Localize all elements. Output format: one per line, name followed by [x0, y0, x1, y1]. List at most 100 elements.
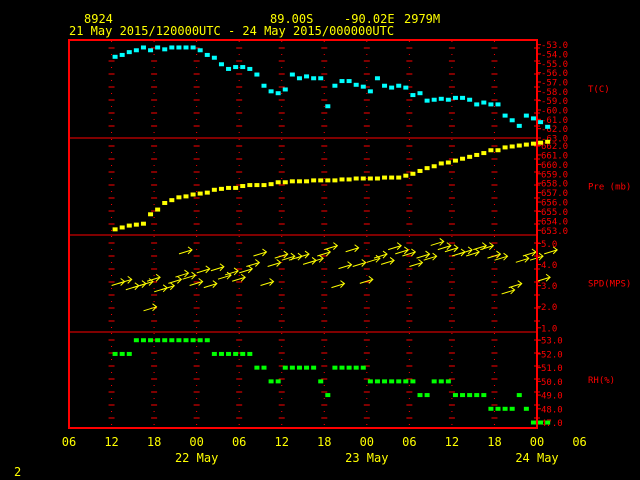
humidity-point — [254, 365, 260, 370]
y-tick-label: 47.0 — [541, 419, 563, 429]
humidity-point — [304, 365, 310, 370]
wind-arrow-head — [510, 286, 516, 295]
wind-arrow-head — [226, 271, 232, 280]
page-number: 2 — [14, 465, 22, 479]
wind-arrow-shaft — [338, 264, 352, 270]
y-tick-label: 53.0 — [541, 337, 563, 347]
wind-arrow — [168, 275, 183, 284]
wind-arrow-shaft — [253, 251, 267, 257]
wind-arrow-shaft — [246, 262, 260, 267]
humidity-point — [155, 338, 161, 343]
wind-arrow-shaft — [139, 281, 154, 286]
panel-label-temperature: T(C) — [588, 85, 610, 95]
temperature-point — [289, 72, 295, 77]
temperature-point — [509, 118, 515, 123]
y-tick-label: 51.0 — [541, 364, 563, 374]
pressure-point — [538, 140, 544, 145]
wind-arrow-head — [354, 244, 360, 253]
pressure-point — [190, 192, 196, 197]
wind-arrow-head — [474, 248, 480, 257]
temperature-point — [233, 65, 239, 70]
temperature-point — [183, 45, 189, 50]
humidity-point — [247, 351, 253, 356]
humidity-point — [382, 379, 388, 384]
pressure-point — [197, 191, 203, 196]
wind-arrow — [182, 271, 197, 280]
temperature-point — [197, 48, 203, 53]
temperature-point — [325, 104, 331, 109]
humidity-point — [523, 406, 529, 411]
wind-arrow — [338, 261, 353, 270]
x-tick-label: 12 — [104, 435, 118, 449]
wind-arrow-shaft — [380, 259, 395, 265]
temperature-point — [247, 66, 253, 71]
pressure-point — [339, 177, 345, 182]
wind-arrow — [366, 254, 381, 263]
wind-arrow — [402, 248, 417, 257]
wind-arrow — [388, 242, 402, 251]
wind-arrow-head — [233, 267, 239, 276]
temperature-point — [495, 102, 501, 107]
wind-arrow-head — [148, 278, 154, 286]
temperature-point — [254, 72, 260, 77]
wind-arrow-head — [325, 248, 332, 257]
elevation: 2979M — [404, 12, 441, 26]
y-tick-label: 657.0 — [541, 189, 568, 199]
humidity-point — [296, 365, 302, 370]
pressure-point — [474, 152, 480, 157]
temperature-point — [176, 45, 182, 50]
pressure-point — [282, 180, 288, 185]
y-tick-label: -62.0 — [541, 125, 568, 135]
wind-arrow-head — [304, 250, 310, 259]
pressure-point — [311, 178, 317, 183]
panel-label-humidity: RH(%) — [588, 376, 615, 386]
pressure-point — [360, 176, 366, 181]
wind-arrow-shaft — [388, 245, 402, 251]
temperature-point — [304, 74, 310, 79]
temperature-point — [282, 87, 288, 92]
wind-arrow-shaft — [395, 249, 409, 255]
humidity-point — [346, 365, 352, 370]
y-tick-label: 653.0 — [541, 227, 568, 237]
wind-arrow-head — [177, 275, 183, 284]
pressure-point — [148, 212, 154, 217]
wind-arrow — [515, 254, 530, 263]
y-tick-label: 661.0 — [541, 151, 568, 161]
latitude: 89.00S — [270, 12, 314, 26]
y-tick-label: -58.0 — [541, 88, 568, 98]
wind-arrow — [178, 246, 193, 255]
x-tick-label: 00 — [530, 435, 544, 449]
y-tick-label: -59.0 — [541, 97, 568, 107]
wind-arrow-shaft — [210, 266, 225, 272]
wind-arrow-shaft — [515, 257, 529, 263]
humidity-point — [140, 338, 146, 343]
temperature-point — [346, 79, 352, 84]
wind-arrow-shaft — [267, 262, 281, 267]
humidity-point — [424, 393, 430, 398]
panel-label-wind: SPD(MPS) — [588, 280, 631, 290]
wind-arrow — [380, 257, 395, 265]
wind-arrow-shaft — [260, 281, 274, 286]
humidity-point — [509, 406, 515, 411]
humidity-point — [183, 338, 189, 343]
pressure-point — [382, 175, 388, 180]
wind-arrow-head — [240, 273, 246, 282]
wind-arrow-shaft — [444, 247, 459, 253]
wind-arrow-shaft — [178, 249, 193, 255]
wind-arrow — [373, 250, 388, 259]
humidity-point — [353, 365, 359, 370]
panel-label-pressure: Pre (mb) — [588, 183, 631, 193]
pressure-point — [417, 168, 423, 173]
y-tick-label: -54.0 — [541, 51, 568, 61]
humidity-point — [275, 379, 281, 384]
temperature-point — [190, 45, 196, 50]
wind-arrow — [274, 250, 289, 259]
wind-arrow — [352, 259, 367, 267]
wind-arrow-head — [187, 246, 193, 255]
wind-arrow-shaft — [508, 283, 522, 289]
x-tick-label: 00 — [189, 435, 203, 449]
y-tick-label: 1.0 — [541, 324, 557, 334]
pressure-point — [403, 173, 409, 178]
humidity-point — [488, 406, 494, 411]
pressure-point — [304, 179, 310, 184]
